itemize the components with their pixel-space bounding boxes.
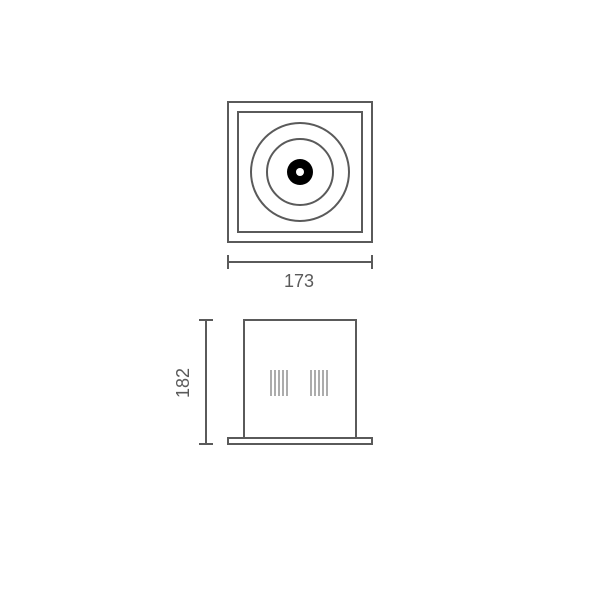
side-view-body: [244, 320, 356, 438]
drawing-canvas: [0, 0, 600, 600]
dimension-width-label: 173: [284, 272, 314, 290]
dimension-height-label: 182: [174, 368, 192, 398]
side-view-plate: [228, 438, 372, 444]
top-view-lens-center: [296, 168, 304, 176]
technical-drawing: 173 182: [0, 0, 600, 600]
